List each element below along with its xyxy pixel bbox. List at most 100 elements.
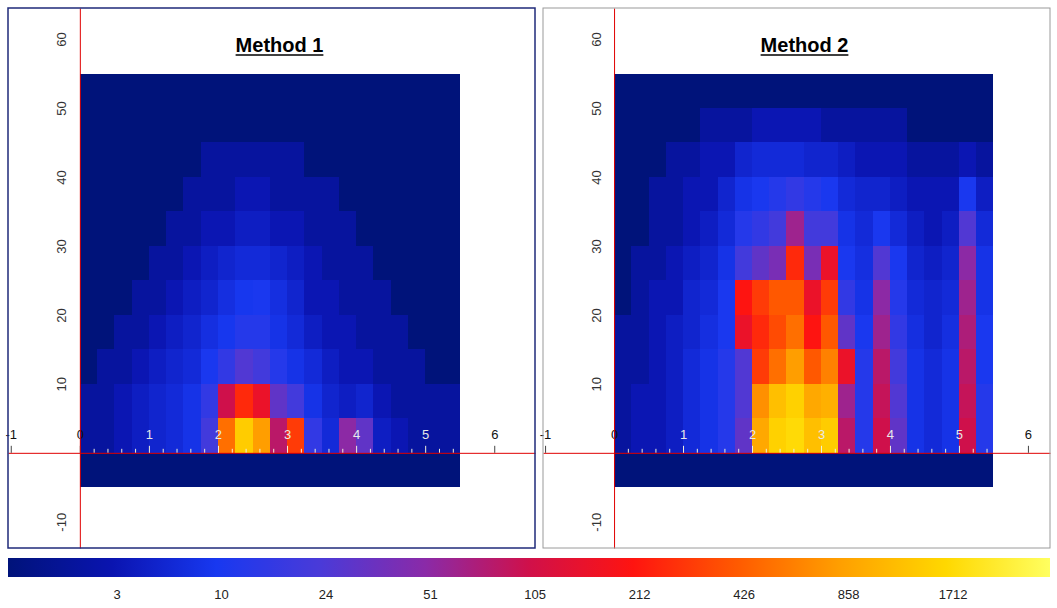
heatmap-cell xyxy=(786,142,803,176)
heatmap-cell xyxy=(391,108,408,142)
y-tick: 30 xyxy=(589,239,614,253)
heatmap-cell xyxy=(924,349,941,383)
y-tick: -10 xyxy=(589,513,614,532)
x-minor-tick xyxy=(177,449,178,453)
heatmap-cell xyxy=(80,384,97,418)
heatmap-cell xyxy=(718,108,735,142)
heatmap-cell xyxy=(786,349,803,383)
x-minor-tick-line xyxy=(987,449,988,453)
heatmap-cell xyxy=(735,108,752,142)
heatmap-cell xyxy=(356,211,373,245)
heatmap-cell xyxy=(683,211,700,245)
heatmap-cell xyxy=(339,74,356,108)
x-minor-tick xyxy=(711,449,712,453)
heatmap-cell xyxy=(855,142,872,176)
x-minor-tick xyxy=(697,449,698,453)
heatmap-cell xyxy=(235,349,252,383)
heatmap-cell xyxy=(149,177,166,211)
heatmap-cell xyxy=(373,418,390,452)
y-tick: 60 xyxy=(589,32,614,46)
heatmap-cell xyxy=(132,384,149,418)
heatmap-cell xyxy=(391,349,408,383)
heatmap-cell xyxy=(786,453,803,487)
panel-frame xyxy=(543,8,1050,548)
heatmap-cell xyxy=(304,211,321,245)
x-minor-tick-line xyxy=(94,449,95,453)
x-tick-label: 4 xyxy=(353,427,360,442)
heatmap-cell xyxy=(838,280,855,314)
heatmap-cell xyxy=(718,418,735,452)
x-minor-tick-line xyxy=(204,449,205,453)
x-tick-line xyxy=(959,446,960,453)
heatmap-cell xyxy=(253,418,270,452)
y-tick: 20 xyxy=(589,308,614,322)
x-tick-line xyxy=(683,446,684,453)
figure: -10123456-10102030405060Method 1-1012345… xyxy=(0,0,1057,608)
heatmap-cell xyxy=(270,453,287,487)
heatmap-cell xyxy=(786,246,803,280)
heatmap-cell xyxy=(356,74,373,108)
heatmap-cell xyxy=(356,108,373,142)
heatmap-cell xyxy=(718,74,735,108)
heatmap-cell xyxy=(924,177,941,211)
heatmap-cell xyxy=(149,142,166,176)
heatmap-cell xyxy=(132,142,149,176)
heatmap-cell xyxy=(804,384,821,418)
heatmap-cell xyxy=(976,384,993,418)
heatmap-cell xyxy=(700,211,717,245)
heatmap-cell xyxy=(890,108,907,142)
heatmap-cell xyxy=(804,349,821,383)
heatmap-cell xyxy=(890,453,907,487)
heatmap-cell xyxy=(166,142,183,176)
heatmap-cell xyxy=(183,280,200,314)
heatmap-cell xyxy=(235,453,252,487)
heatmap-cell xyxy=(718,384,735,418)
heatmap-cell xyxy=(769,246,786,280)
heatmap-cell xyxy=(80,74,97,108)
heatmap-cell xyxy=(373,142,390,176)
heatmap-cell xyxy=(304,74,321,108)
heatmap-cell xyxy=(873,384,890,418)
heatmap-cell xyxy=(959,211,976,245)
heatmap-cell xyxy=(373,349,390,383)
heatmap-cell xyxy=(786,315,803,349)
heatmap-cell xyxy=(442,246,459,280)
heatmap-cell xyxy=(408,177,425,211)
x-minor-tick xyxy=(398,449,399,453)
heatmap-cell xyxy=(183,211,200,245)
heatmap-cell xyxy=(253,142,270,176)
heatmap-cell xyxy=(718,177,735,211)
heatmap-cell xyxy=(873,280,890,314)
heatmap-cell xyxy=(683,453,700,487)
x-tick-line xyxy=(425,446,426,453)
heatmap-cell xyxy=(976,246,993,280)
heatmap-cell xyxy=(287,315,304,349)
x-tick-label: 3 xyxy=(818,427,825,442)
heatmap-cell xyxy=(907,246,924,280)
heatmap-cell xyxy=(614,211,631,245)
heatmap-cell xyxy=(132,315,149,349)
x-minor-tick xyxy=(135,449,136,453)
heatmap-cell xyxy=(97,246,114,280)
heatmap-cell xyxy=(270,74,287,108)
x-minor-tick-line xyxy=(121,449,122,453)
heatmap-cell xyxy=(976,142,993,176)
heatmap-cell xyxy=(924,384,941,418)
heatmap-cell xyxy=(97,211,114,245)
x-minor-tick-line xyxy=(711,449,712,453)
heatmap-cell xyxy=(855,211,872,245)
heatmap-cell xyxy=(924,246,941,280)
heatmap-cell xyxy=(666,142,683,176)
heatmap-cell xyxy=(769,418,786,452)
x-tick: 1 xyxy=(146,427,153,453)
heatmap-cell xyxy=(700,349,717,383)
heatmap-cell xyxy=(631,74,648,108)
heatmap-cell xyxy=(425,315,442,349)
x-tick-label: 6 xyxy=(491,427,498,442)
heatmap-cell xyxy=(804,211,821,245)
heatmap-cell xyxy=(183,315,200,349)
heatmap-cell xyxy=(976,108,993,142)
heatmap-cell xyxy=(253,315,270,349)
x-minor-tick xyxy=(246,449,247,453)
heatmap-cell xyxy=(391,315,408,349)
